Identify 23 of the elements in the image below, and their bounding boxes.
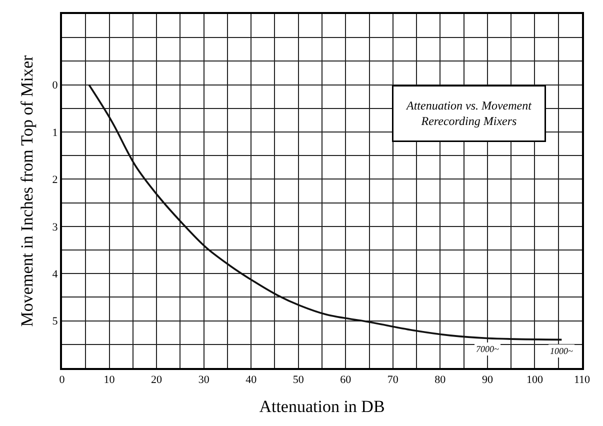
x-tick-label: 100 bbox=[526, 374, 544, 386]
annotation: 7000~ bbox=[476, 344, 499, 354]
y-tick-label: 5 bbox=[52, 316, 58, 328]
x-tick-label: 30 bbox=[198, 374, 210, 386]
x-tick-label: 60 bbox=[340, 374, 352, 386]
x-tick-label: 110 bbox=[574, 374, 591, 386]
x-axis-title: Attenuation in DB bbox=[259, 397, 385, 416]
x-tick-label: 50 bbox=[292, 374, 304, 386]
x-tick-label: 40 bbox=[246, 374, 258, 386]
x-tick-label: 20 bbox=[151, 374, 163, 386]
y-tick-label: 2 bbox=[52, 174, 58, 186]
y-tick-label: 4 bbox=[52, 268, 58, 280]
annotation: 1000~ bbox=[550, 346, 573, 356]
y-tick-label: 1 bbox=[52, 126, 58, 139]
x-tick-label: 70 bbox=[387, 374, 399, 386]
text: Attenuation vs. Movement Rerecording Mixers bbox=[406, 98, 532, 128]
x-tick-label: 90 bbox=[482, 374, 494, 386]
line-series bbox=[88, 84, 563, 341]
y-tick-label: 0 bbox=[52, 80, 58, 92]
y-tick-label: 3 bbox=[52, 221, 58, 234]
x-tick-label: 80 bbox=[434, 374, 446, 386]
y-axis-title: Movement in Inches from Top of Mixer bbox=[17, 54, 36, 327]
x-tick-label: 10 bbox=[104, 374, 116, 386]
